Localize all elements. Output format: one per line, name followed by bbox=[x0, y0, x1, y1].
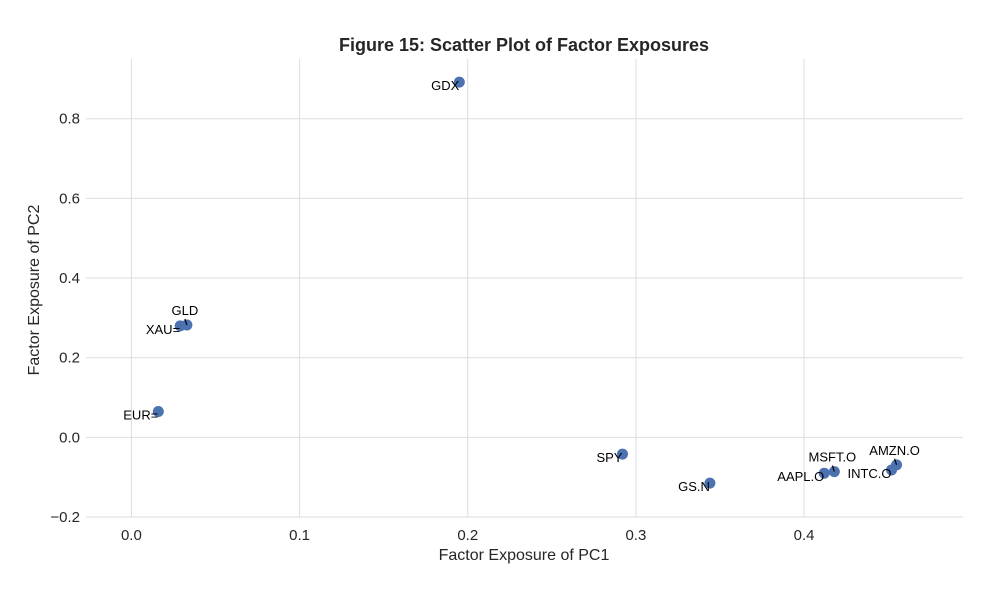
data-points bbox=[152, 76, 903, 489]
y-tick-label: 0.6 bbox=[59, 190, 80, 207]
data-point bbox=[152, 405, 164, 417]
data-point bbox=[174, 320, 186, 332]
label-leader-line bbox=[894, 458, 898, 466]
point-label: MSFT.O bbox=[809, 450, 857, 465]
label-leader-line bbox=[184, 318, 188, 326]
point-label: GLD bbox=[172, 303, 199, 318]
x-tick-label: 0.0 bbox=[121, 527, 142, 544]
point-label: EUR= bbox=[123, 407, 158, 422]
point-label: AAPL.O bbox=[777, 469, 824, 484]
point-label: SPY bbox=[596, 450, 622, 465]
point-label: XAU= bbox=[146, 322, 180, 337]
data-point bbox=[704, 477, 716, 489]
y-axis-label: Factor Exposure of PC2 bbox=[26, 205, 43, 376]
y-tick-label: 0.2 bbox=[59, 350, 80, 367]
point-label: INTC.O bbox=[847, 466, 891, 481]
data-point bbox=[818, 467, 830, 479]
data-point bbox=[453, 76, 465, 88]
x-tick-label: 0.1 bbox=[289, 527, 310, 544]
x-tick-label: 0.3 bbox=[625, 527, 646, 544]
x-tick-label: 0.2 bbox=[457, 527, 478, 544]
x-axis-label: Factor Exposure of PC1 bbox=[439, 547, 610, 564]
grid-lines bbox=[86, 59, 963, 518]
label-leader-line bbox=[831, 465, 835, 472]
tick-labels: 0.0 0.1 0.2 0.3 0.4 −0.2 0.0 0.2 0.4 0.6 0.8 bbox=[50, 111, 814, 544]
point-label: GS.N bbox=[678, 479, 710, 494]
data-point bbox=[616, 448, 628, 460]
y-tick-label: 0.0 bbox=[59, 429, 80, 446]
y-tick-label: 0.4 bbox=[59, 270, 80, 287]
y-tick-label: 0.8 bbox=[59, 111, 80, 128]
x-tick-label: 0.4 bbox=[794, 527, 815, 544]
y-tick-label: −0.2 bbox=[50, 509, 80, 526]
point-label: AMZN.O bbox=[869, 443, 920, 458]
point-label: GDX bbox=[431, 78, 460, 93]
chart-title: Figure 15: Scatter Plot of Factor Exposu… bbox=[339, 35, 709, 55]
